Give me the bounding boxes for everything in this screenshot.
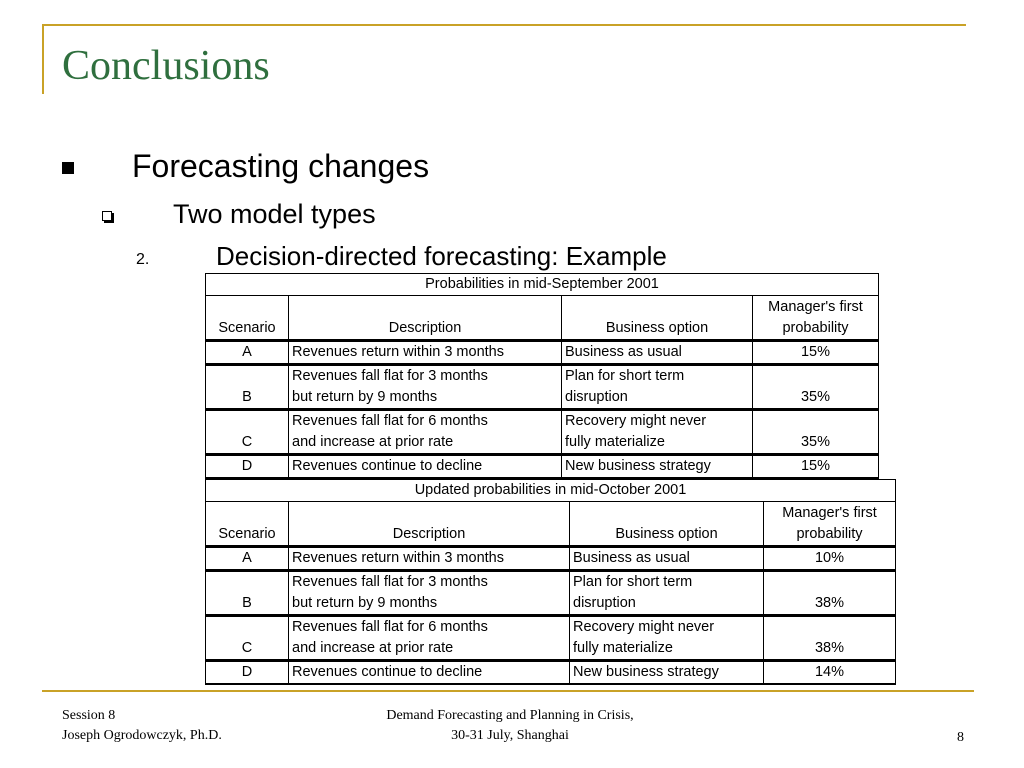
cell-business-option: New business strategy: [561, 454, 753, 479]
header-description: Description: [288, 501, 570, 548]
cell-business-option: Business as usual: [561, 340, 753, 366]
probability-table-september: Probabilities in mid-September 2001 Scen…: [205, 273, 879, 479]
cell-option-line2: fully materialize: [565, 434, 665, 450]
header-probability: Manager's first probability: [762, 501, 897, 548]
footer-event-line1: Demand Forecasting and Planning in Crisi…: [386, 708, 634, 723]
cell-scenario: B: [205, 570, 289, 617]
footer-session-info: Session 8 Joseph Ogrodowczyk, Ph.D.: [62, 706, 222, 746]
cell-business-option: Recovery might never fully materialize: [569, 615, 764, 662]
bullet-level3-text: Decision-directed forecasting: Example: [216, 241, 667, 271]
table-row: D Revenues continue to decline New busin…: [205, 660, 897, 685]
cell-description: Revenues continue to decline: [288, 454, 562, 479]
table-row: C Revenues fall flat for 6 months and inc…: [205, 615, 897, 662]
cell-business-option: Business as usual: [569, 546, 764, 572]
cell-scenario: B: [205, 364, 289, 411]
cell-option-line1: Plan for short term: [565, 368, 685, 384]
cell-description-line1: Revenues fall flat for 6 months: [292, 619, 488, 635]
header-scenario: Scenario: [205, 501, 289, 548]
cell-description-line1: Revenues fall flat for 3 months: [292, 368, 488, 384]
footer-author: Joseph Ogrodowczyk, Ph.D.: [62, 728, 222, 743]
cell-description: Revenues fall flat for 3 months but retur…: [288, 570, 570, 617]
cell-scenario: D: [205, 454, 289, 479]
table-row: B Revenues fall flat for 3 months but ret…: [205, 364, 879, 411]
cell-probability: 35%: [752, 364, 879, 411]
footer-session: Session 8: [62, 708, 116, 723]
top-accent-rule: [42, 24, 966, 26]
cell-description-line1: Revenues fall flat for 6 months: [292, 413, 488, 429]
bullet-level1-text: Forecasting changes: [132, 148, 430, 184]
cell-description: Revenues return within 3 months: [288, 340, 562, 366]
cell-scenario: C: [205, 409, 289, 456]
header-probability-line1: Manager's first: [782, 505, 877, 521]
cell-description-line2: and increase at prior rate: [292, 434, 454, 450]
cell-probability: 35%: [752, 409, 879, 456]
table-caption: Updated probabilities in mid-October 200…: [204, 479, 897, 502]
bullet-level2-text: Two model types: [173, 199, 376, 229]
left-accent-rule: [42, 24, 44, 94]
cell-description-line1: Revenues fall flat for 3 months: [292, 574, 488, 590]
cell-business-option: Plan for short term disruption: [569, 570, 764, 617]
cell-description: Revenues return within 3 months: [288, 546, 570, 572]
cell-description: Revenues fall flat for 6 months and incre…: [288, 615, 570, 662]
header-scenario: Scenario: [205, 295, 289, 342]
square-bullet-icon: [62, 162, 74, 174]
probability-table-october: Updated probabilities in mid-October 200…: [204, 479, 897, 685]
table-row: A Revenues return within 3 months Busine…: [205, 546, 897, 572]
cell-probability: 38%: [762, 615, 897, 662]
cell-description: Revenues fall flat for 3 months but retur…: [288, 364, 562, 411]
hollow-square-bullet-icon: [102, 211, 112, 221]
header-business-option: Business option: [561, 295, 753, 342]
cell-probability: 15%: [752, 454, 879, 479]
header-description: Description: [288, 295, 562, 342]
header-probability-line2: probability: [796, 526, 863, 542]
cell-business-option: Plan for short term disruption: [561, 364, 753, 411]
cell-probability: 14%: [762, 660, 897, 685]
table-row: D Revenues continue to decline New busin…: [205, 454, 879, 479]
cell-description: Revenues continue to decline: [288, 660, 570, 685]
table-row: B Revenues fall flat for 3 months but ret…: [205, 570, 897, 617]
cell-business-option: New business strategy: [569, 660, 764, 685]
cell-description-line2: and increase at prior rate: [292, 640, 454, 656]
cell-option-line1: Plan for short term: [573, 574, 693, 590]
cell-option-line2: disruption: [565, 389, 628, 405]
cell-option-line2: disruption: [573, 595, 636, 611]
header-business-option: Business option: [569, 501, 764, 548]
cell-scenario: A: [205, 340, 289, 366]
footer-rule: [42, 690, 974, 692]
cell-option-line1: Recovery might never: [565, 413, 707, 429]
cell-scenario: D: [205, 660, 289, 685]
header-probability-line1: Manager's first: [768, 299, 863, 315]
cell-option-line2: fully materialize: [573, 640, 673, 656]
cell-scenario: C: [205, 615, 289, 662]
cell-scenario: A: [205, 546, 289, 572]
footer-event-line2: 30-31 July, Shanghai: [451, 728, 569, 743]
page-number: 8: [957, 730, 964, 745]
footer-event-info: Demand Forecasting and Planning in Crisi…: [330, 706, 690, 746]
cell-description: Revenues fall flat for 6 months and incre…: [288, 409, 562, 456]
cell-option-line1: Recovery might never: [573, 619, 715, 635]
table-caption: Probabilities in mid-September 2001: [205, 273, 879, 296]
table-row: A Revenues return within 3 months Busine…: [205, 340, 879, 366]
cell-probability: 15%: [752, 340, 879, 366]
header-probability: Manager's first probability: [752, 295, 879, 342]
header-probability-line2: probability: [782, 320, 849, 336]
slide-title: Conclusions: [62, 43, 270, 89]
cell-probability: 38%: [762, 570, 897, 617]
cell-description-line2: but return by 9 months: [292, 595, 438, 611]
cell-description-line2: but return by 9 months: [292, 389, 438, 405]
cell-business-option: Recovery might never fully materialize: [561, 409, 753, 456]
table-row: C Revenues fall flat for 6 months and inc…: [205, 409, 879, 456]
bullet-level3-number: 2.: [136, 251, 150, 268]
cell-probability: 10%: [762, 546, 897, 572]
